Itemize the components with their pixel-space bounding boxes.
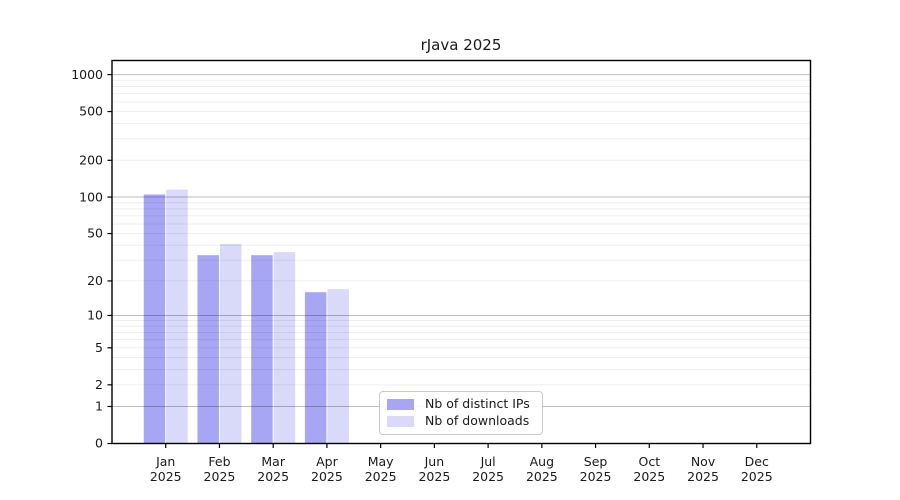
x-tick-label-month-feb: Feb	[208, 454, 230, 469]
x-tick-label-month-oct: Oct	[638, 454, 660, 469]
chart-legend: Nb of distinct IPs Nb of downloads	[379, 391, 543, 435]
y-tick-label-10: 10	[87, 308, 103, 323]
x-tick-label-year-dec: 2025	[741, 469, 773, 484]
x-tick-label-year-jun: 2025	[418, 469, 450, 484]
x-tick-label-year-aug: 2025	[526, 469, 558, 484]
x-tick-label-year-feb: 2025	[204, 469, 236, 484]
x-tick-label-year-nov: 2025	[687, 469, 719, 484]
x-tick-label-year-oct: 2025	[633, 469, 665, 484]
chart-title: rJava 2025	[420, 36, 502, 54]
y-tick-label-2: 2	[95, 377, 103, 392]
x-tick-label-month-dec: Dec	[745, 454, 769, 469]
y-tick-label-100: 100	[79, 189, 103, 204]
bar-downloads-jan	[166, 189, 188, 444]
x-tick-label-month-apr: Apr	[316, 454, 338, 469]
y-tick-label-0: 0	[95, 436, 103, 451]
x-tick-label-month-jul: Jul	[480, 454, 496, 469]
x-tick-label-year-mar: 2025	[257, 469, 289, 484]
y-tick-label-50: 50	[87, 226, 103, 241]
bar-distinct-ips-apr	[304, 292, 327, 444]
x-tick-label-month-mar: Mar	[261, 454, 285, 469]
bar-distinct-ips-jan	[143, 194, 166, 444]
x-tick-label-month-may: May	[368, 454, 394, 469]
x-tick-label-month-nov: Nov	[691, 454, 716, 469]
y-tick-label-200: 200	[79, 153, 103, 168]
bar-downloads-apr	[327, 289, 349, 444]
x-tick-label-year-jan: 2025	[150, 469, 182, 484]
x-tick-label-year-jul: 2025	[472, 469, 504, 484]
legend-label-distinct-ips: Nb of distinct IPs	[425, 396, 530, 412]
x-tick-label-year-apr: 2025	[311, 469, 343, 484]
legend-item-distinct-ips: Nb of distinct IPs	[387, 398, 535, 411]
legend-swatch-downloads	[387, 415, 414, 427]
plot-frame	[111, 59, 812, 445]
bar-downloads-mar	[273, 252, 296, 444]
y-tick-label-5: 5	[95, 340, 103, 355]
x-tick-label-year-may: 2025	[365, 469, 397, 484]
bar-distinct-ips-mar	[251, 255, 273, 444]
x-tick-label-month-sep: Sep	[584, 454, 608, 469]
x-tick-label-year-sep: 2025	[580, 469, 612, 484]
x-tick-label-month-jan: Jan	[155, 454, 175, 469]
legend-label-downloads: Nb of downloads	[425, 413, 530, 429]
x-tick-label-month-jun: Jun	[424, 454, 445, 469]
legend-swatch-distinct-ips	[387, 399, 414, 411]
x-tick-label-month-aug: Aug	[530, 454, 554, 469]
y-tick-label-20: 20	[87, 273, 103, 288]
legend-item-downloads: Nb of downloads	[387, 415, 535, 428]
bar-downloads-feb	[219, 243, 242, 444]
y-tick-label-1: 1	[95, 399, 103, 414]
y-tick-label-1000: 1000	[71, 67, 103, 82]
y-tick-label-500: 500	[79, 104, 103, 119]
bar-distinct-ips-feb	[197, 255, 219, 444]
